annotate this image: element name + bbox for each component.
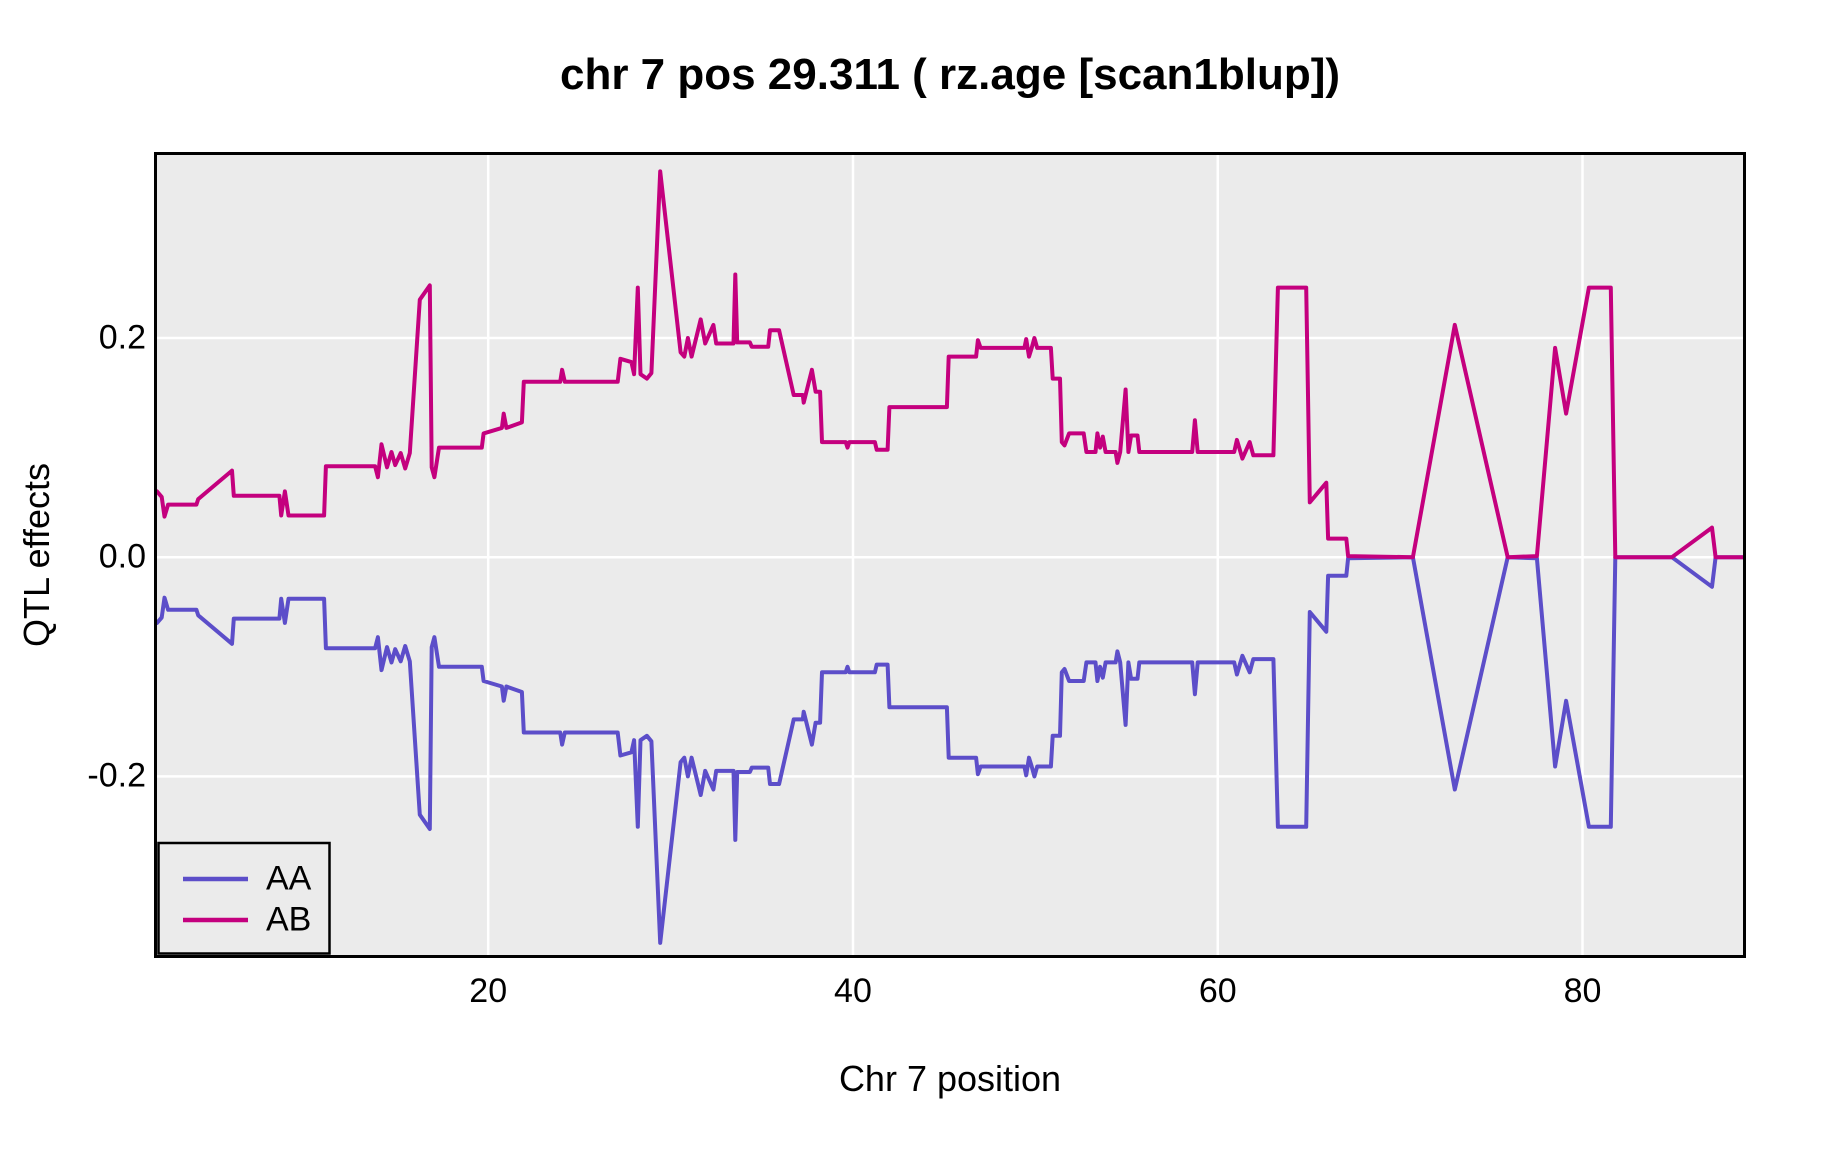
x-tick-label: 20 <box>469 972 508 1010</box>
panel-background <box>157 155 1743 955</box>
x-tick-label: 40 <box>834 972 872 1010</box>
legend-label-ab: AB <box>266 900 312 939</box>
chart-title: chr 7 pos 29.311 ( rz.age [scan1blup]) <box>559 50 1341 99</box>
y-tick-label: -0.2 <box>87 756 146 795</box>
series-line-ab <box>155 169 1745 560</box>
y-tick-label: 0.0 <box>98 537 146 576</box>
x-tick-label: 80 <box>1563 972 1602 1010</box>
series-line-aa <box>155 555 1745 945</box>
legend-box <box>157 841 331 955</box>
x-tick-label: 60 <box>1198 972 1237 1010</box>
legend-label-aa: AA <box>266 859 312 898</box>
x-axis-label: Chr 7 position <box>838 1058 1062 1099</box>
y-tick-label: 0.2 <box>98 318 146 357</box>
panel-border <box>154 152 1746 958</box>
